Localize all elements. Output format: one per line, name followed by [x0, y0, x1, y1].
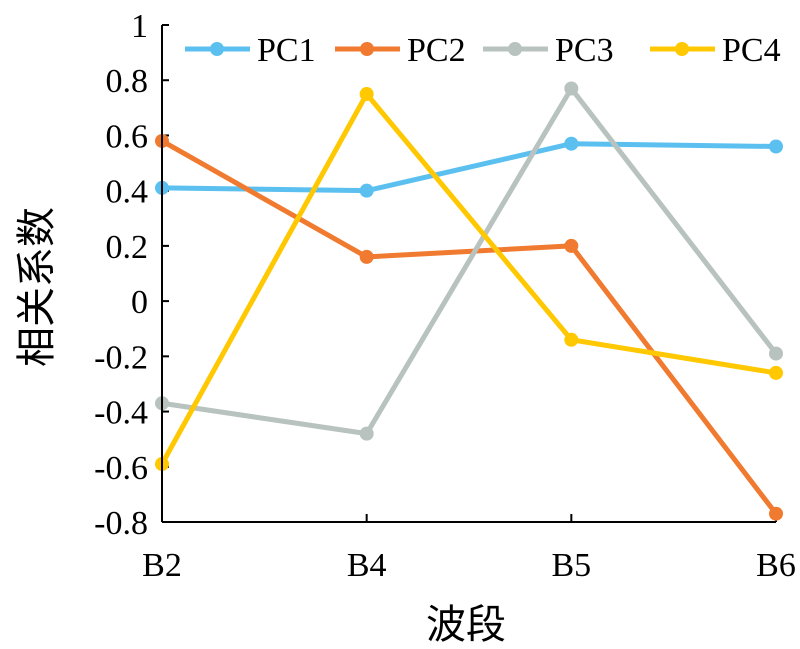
- y-tick-label: -0.6: [94, 450, 148, 487]
- y-tick-label: 0.4: [106, 174, 149, 211]
- x-tick-label: B2: [142, 547, 182, 584]
- y-tick-label: -0.2: [94, 339, 148, 376]
- data-point: [359, 249, 374, 264]
- data-point: [769, 365, 783, 380]
- legend-label: PC1: [257, 32, 316, 69]
- legend-swatch-marker: [675, 42, 689, 56]
- data-point: [769, 346, 783, 361]
- series-pc2: [155, 133, 783, 521]
- y-tick-label: 0.8: [106, 63, 149, 100]
- legend-item: PC2: [335, 32, 466, 69]
- legend-swatch-marker: [360, 42, 374, 56]
- y-axis-title: 相关系数: [14, 207, 60, 367]
- x-tick-label: B5: [551, 547, 591, 584]
- data-point: [564, 332, 579, 347]
- data-point: [769, 506, 783, 521]
- x-axis-ticks: B2 B4 B5 B6: [142, 514, 796, 584]
- data-point: [564, 238, 579, 253]
- y-tick-label: 0.2: [106, 229, 149, 266]
- y-axis-ticks: 1 0.8 0.6 0.4 0.2 0 -0.2 -0.4 -0.6 -0.8: [94, 8, 169, 542]
- legend-item: PC4: [650, 32, 781, 69]
- legend-item: PC1: [185, 32, 316, 69]
- legend-swatch-marker: [210, 42, 224, 56]
- legend-label: PC3: [555, 32, 614, 69]
- y-tick-label: -0.4: [94, 395, 148, 432]
- series-pc1: [155, 136, 783, 198]
- series-line: [160, 138, 778, 516]
- data-point: [359, 426, 374, 441]
- data-point: [359, 87, 374, 102]
- legend-label: PC4: [722, 32, 781, 69]
- series-line: [161, 86, 778, 437]
- series-line: [159, 91, 777, 466]
- series-line: [161, 141, 777, 194]
- legend-swatch-marker: [508, 42, 522, 56]
- legend-item: PC3: [483, 32, 614, 69]
- data-point: [359, 183, 374, 198]
- data-point: [564, 136, 579, 151]
- data-point: [564, 81, 579, 96]
- y-tick-label: 0.6: [106, 118, 149, 155]
- y-tick-label: 1: [131, 8, 148, 45]
- series-layer: [155, 81, 783, 521]
- data-point: [769, 139, 783, 154]
- legend: PC1 PC2 PC3 PC4: [185, 32, 781, 69]
- y-tick-label: 0: [131, 284, 148, 321]
- series-pc3: [155, 81, 783, 441]
- x-tick-label: B6: [756, 547, 796, 584]
- legend-label: PC2: [407, 32, 466, 69]
- x-tick-label: B4: [347, 547, 387, 584]
- y-tick-label: -0.8: [94, 505, 148, 542]
- x-axis-title: 波段: [426, 602, 506, 648]
